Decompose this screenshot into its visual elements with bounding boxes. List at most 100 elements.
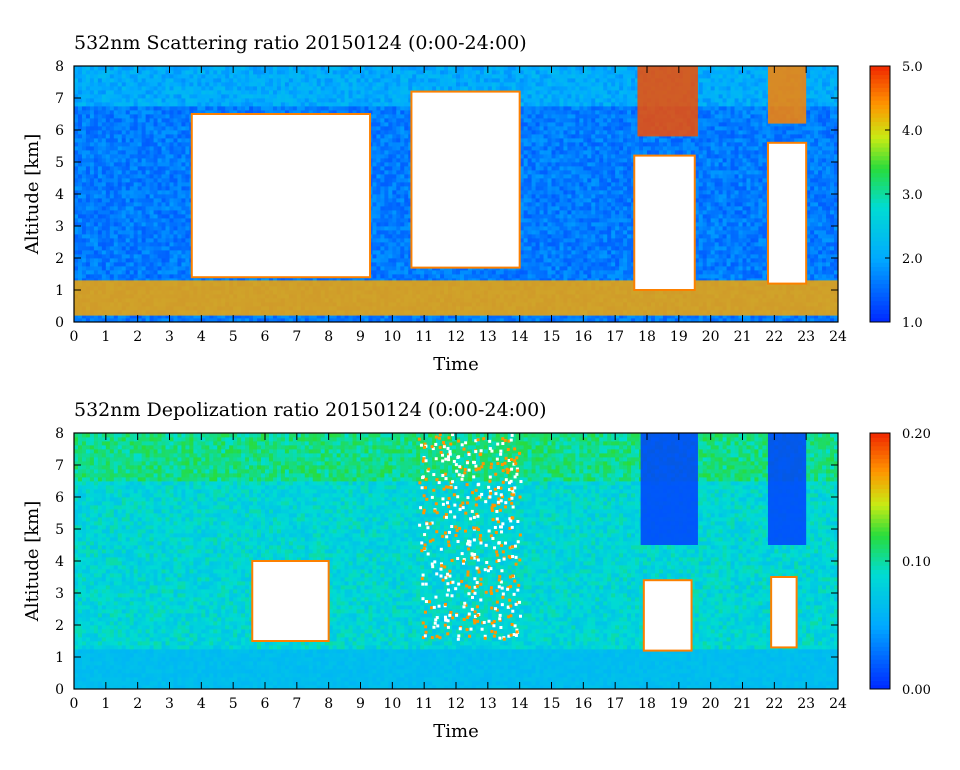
- heatmap-cell: [169, 202, 174, 207]
- heatmap-cell: [181, 150, 186, 155]
- heatmap-cell: [276, 110, 282, 115]
- heatmap-cell: [141, 82, 147, 87]
- heatmap-cell: [221, 314, 226, 319]
- heatmap-cell: [129, 202, 135, 207]
- heatmap-cell: [109, 182, 115, 187]
- heatmap-cell: [133, 150, 139, 155]
- heatmap-cell: [149, 218, 154, 223]
- heatmap-cell: [336, 278, 342, 283]
- heatmap-cell: [181, 130, 186, 135]
- heatmap-cell: [149, 138, 154, 143]
- heatmap-cell: [145, 222, 151, 227]
- heatmap-cell: [145, 106, 151, 111]
- heatmap-cell: [149, 202, 154, 207]
- heatmap-cell: [81, 258, 87, 263]
- heatmap-cell: [157, 154, 162, 159]
- heatmap-cell: [137, 178, 143, 183]
- heatmap-cell: [129, 210, 135, 215]
- heatmap-cell: [137, 202, 143, 207]
- heatmap-cell: [81, 254, 87, 259]
- heatmap-cell: [121, 138, 127, 143]
- heatmap-cell: [376, 318, 381, 323]
- heatmap-cell: [153, 90, 158, 95]
- heatmap-cell: [93, 214, 99, 219]
- heatmap-cell: [97, 210, 103, 215]
- heatmap-cell: [161, 314, 166, 319]
- heatmap-cell: [336, 98, 342, 103]
- heatmap-cell: [181, 70, 186, 75]
- heatmap-cell: [117, 226, 123, 231]
- heatmap-cell: [268, 86, 274, 91]
- heatmap-cell: [81, 138, 87, 143]
- heatmap-cell: [300, 94, 306, 99]
- heatmap-cell: [113, 258, 119, 263]
- heatmap-cell: [312, 82, 318, 87]
- heatmap-cell: [105, 166, 111, 171]
- heatmap-cell: [81, 274, 87, 279]
- heatmap-cell: [173, 254, 178, 259]
- heatmap-cell: [93, 106, 99, 111]
- heatmap-cell: [153, 162, 158, 167]
- heatmap-cell: [105, 318, 111, 323]
- heatmap-cell: [77, 194, 83, 199]
- heatmap-cell: [121, 246, 127, 251]
- heatmap-cell: [125, 126, 131, 131]
- heatmap-cell: [197, 74, 202, 79]
- heatmap-cell: [145, 270, 151, 275]
- heatmap-cell: [101, 86, 107, 91]
- heatmap-cell: [74, 102, 79, 107]
- heatmap-cell: [348, 94, 353, 99]
- heatmap-cell: [137, 174, 143, 179]
- heatmap-cell: [89, 150, 95, 155]
- heatmap-cell: [77, 314, 83, 319]
- heatmap-cell: [360, 318, 365, 323]
- heatmap-cell: [97, 194, 103, 199]
- heatmap-cell: [141, 246, 147, 251]
- heatmap-cell: [161, 122, 166, 127]
- heatmap-cell: [284, 318, 290, 323]
- heatmap-cell: [181, 226, 186, 231]
- heatmap-cell: [201, 82, 206, 87]
- heatmap-cell: [300, 278, 306, 283]
- heatmap-cell: [380, 198, 385, 203]
- heatmap-cell: [85, 98, 91, 103]
- heatmap-cell: [149, 114, 154, 119]
- heatmap-cell: [376, 146, 381, 151]
- heatmap-cell: [181, 78, 186, 83]
- heatmap-cell: [225, 318, 230, 323]
- heatmap-cell: [133, 214, 139, 219]
- heatmap-cell: [93, 182, 99, 187]
- heatmap-cell: [169, 138, 174, 143]
- heatmap-cell: [360, 278, 365, 283]
- heatmap-cell: [217, 318, 222, 323]
- heatmap-cell: [185, 114, 190, 119]
- heatmap-cell: [376, 174, 381, 179]
- heatmap-cell: [185, 198, 190, 203]
- heatmap-cell: [113, 150, 119, 155]
- heatmap-cell: [296, 90, 302, 95]
- heatmap-cell: [169, 126, 174, 131]
- heatmap-cell: [217, 98, 222, 103]
- heatmap-cell: [97, 106, 103, 111]
- heatmap-cell: [129, 146, 135, 151]
- heatmap-cell: [137, 166, 143, 171]
- heatmap-cell: [141, 122, 147, 127]
- heatmap-cell: [272, 78, 278, 83]
- heatmap-cell: [129, 182, 135, 187]
- heatmap-cell: [376, 126, 381, 131]
- heatmap-cell: [257, 86, 262, 91]
- heatmap-cell: [101, 94, 107, 99]
- heatmap-cell: [173, 262, 178, 267]
- heatmap-cell: [121, 254, 127, 259]
- heatmap-cell: [81, 198, 87, 203]
- heatmap-cell: [173, 110, 178, 115]
- heatmap-cell: [272, 314, 278, 319]
- heatmap-cell: [213, 66, 218, 71]
- heatmap-cell: [332, 102, 338, 107]
- heatmap-cell: [284, 90, 290, 95]
- heatmap-cell: [265, 78, 270, 83]
- heatmap-cell: [165, 174, 170, 179]
- heatmap-cell: [129, 122, 135, 127]
- heatmap-cell: [312, 106, 318, 111]
- heatmap-cell: [89, 114, 95, 119]
